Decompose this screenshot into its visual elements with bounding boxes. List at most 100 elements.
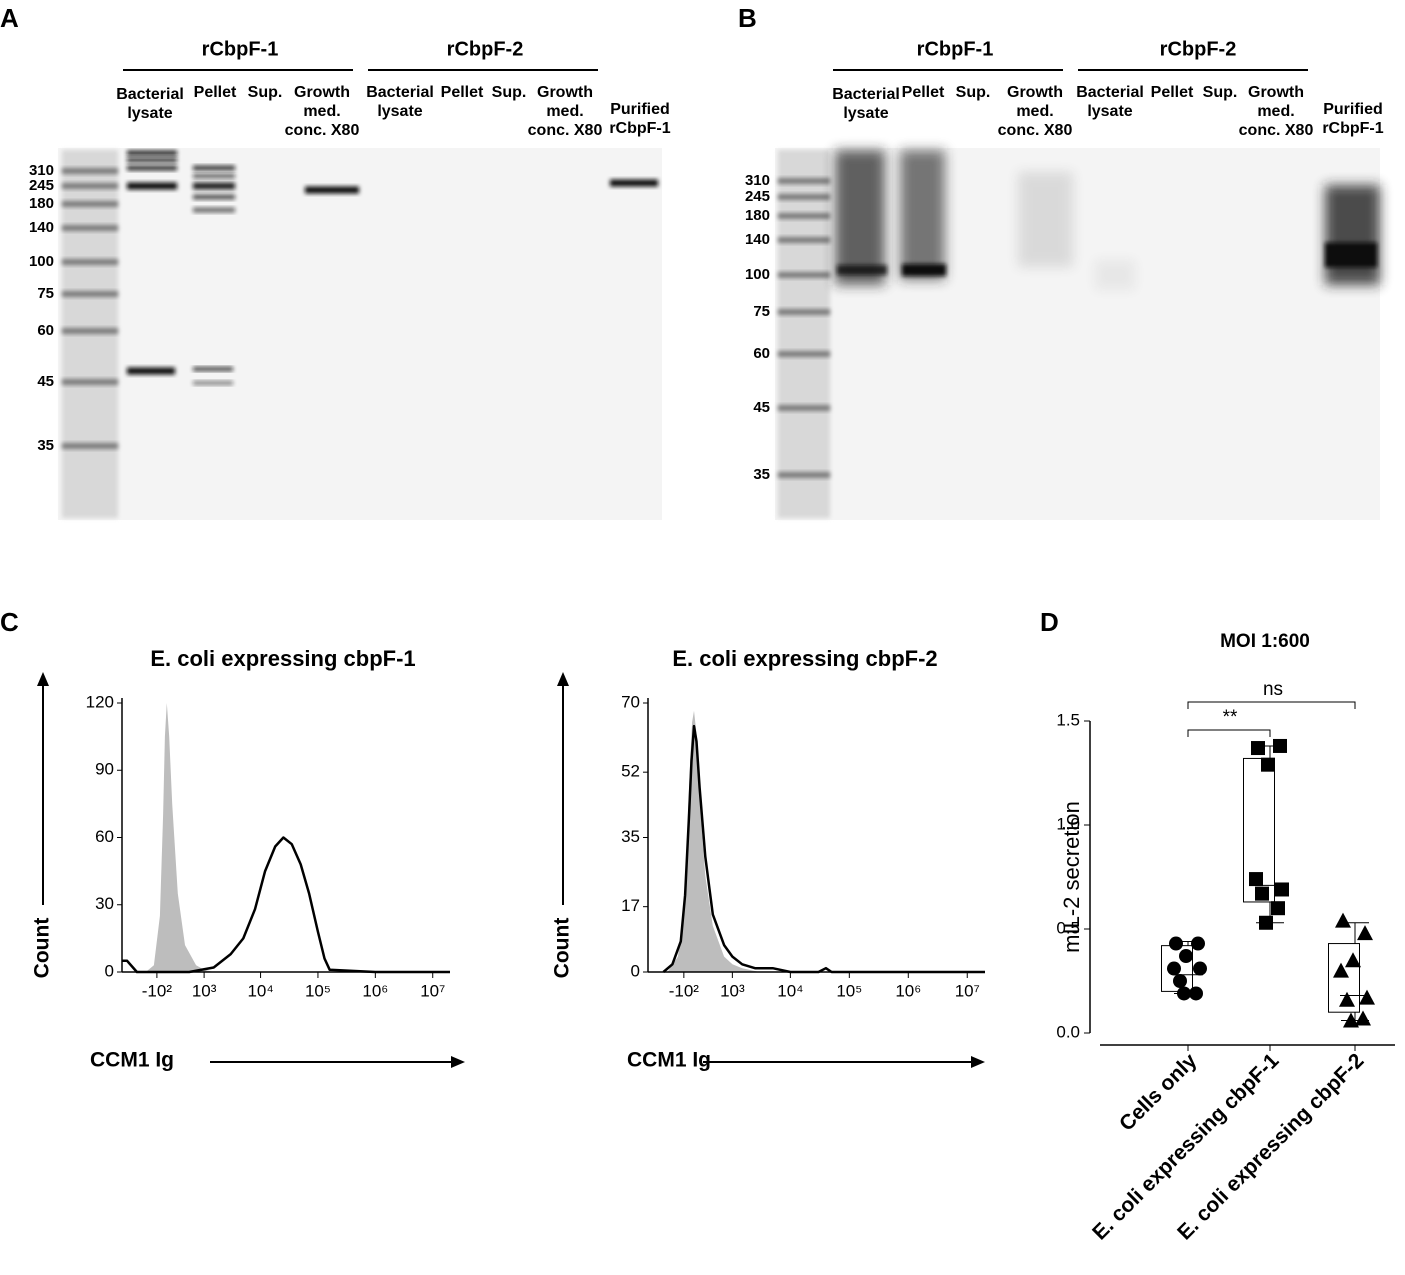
x-tick-label: E. coli expressing cbpF-2 <box>1173 1049 1368 1244</box>
panel-label: B <box>738 3 757 33</box>
ladder-band <box>62 168 118 174</box>
lane-label: Bacterial <box>832 86 900 103</box>
band <box>193 194 235 200</box>
point <box>1169 936 1183 951</box>
point <box>1355 1010 1371 1026</box>
band <box>127 150 177 156</box>
x-tick-label: 10⁵ <box>305 981 331 1000</box>
panel-label: C <box>0 607 19 637</box>
marker-label: 310 <box>745 172 770 189</box>
histogram-area <box>145 703 214 972</box>
arrow-head <box>971 1056 985 1068</box>
group-label: rCbpF-1 <box>917 38 994 60</box>
lane-label: Pellet <box>441 84 484 101</box>
significance-label: ** <box>1223 707 1238 728</box>
chart-title: E. coli expressing cbpF-2 <box>672 646 937 671</box>
x-tick-label: 10⁴ <box>247 981 273 1000</box>
x-tick-label: 10³ <box>192 981 217 1000</box>
y-tick-label: 0.0 <box>1056 1022 1080 1041</box>
x-tick-label: -10² <box>669 981 700 1000</box>
point <box>1271 901 1285 916</box>
gel <box>58 148 662 520</box>
chart-title: MOI 1:600 <box>1220 631 1310 652</box>
lane-label: lysate <box>843 105 888 122</box>
x-tick-label: 10⁵ <box>836 981 862 1000</box>
lane-label: med. <box>546 103 583 120</box>
marker-label: 180 <box>29 195 54 212</box>
y-tick-label: 0 <box>105 961 114 980</box>
histogram-line <box>662 724 985 974</box>
lane-label: Sup. <box>1203 84 1238 101</box>
panel-label: D <box>1040 607 1059 637</box>
y-tick-label: 70 <box>621 692 640 711</box>
smear <box>1095 260 1135 290</box>
point <box>1179 949 1193 964</box>
x-axis-label: CCM1 Ig <box>627 1049 711 1072</box>
ladder-band <box>62 443 118 449</box>
band <box>127 182 177 190</box>
lane-label: Pellet <box>902 84 945 101</box>
x-tick-label: Cells only <box>1115 1049 1202 1136</box>
significance-label: ns <box>1263 679 1283 700</box>
ladder-band <box>778 272 830 278</box>
ladder-band <box>62 225 118 231</box>
point <box>1251 741 1265 756</box>
ladder-band <box>62 291 118 297</box>
lane-label: med. <box>1016 103 1053 120</box>
point <box>1259 915 1273 930</box>
lane-label: Sup. <box>956 84 991 101</box>
ladder-band <box>62 379 118 385</box>
lane-label: Pellet <box>194 84 237 101</box>
marker-label: 35 <box>753 466 770 483</box>
point <box>1177 986 1191 1001</box>
lane-label: Growth <box>537 84 593 101</box>
y-tick-label: 52 <box>621 762 640 781</box>
y-tick-label: 1.5 <box>1056 710 1080 729</box>
ladder-band <box>778 237 830 243</box>
band <box>902 264 946 276</box>
x-tick-label: 10⁷ <box>955 981 980 1000</box>
marker-label: 140 <box>29 219 54 236</box>
band <box>837 265 887 275</box>
marker-label: 245 <box>29 177 54 194</box>
point <box>1191 936 1205 951</box>
lane-label: Sup. <box>248 84 283 101</box>
ladder-band <box>778 178 830 184</box>
lane-label: Sup. <box>492 84 527 101</box>
ladder-band <box>62 259 118 265</box>
lane-label: conc. X80 <box>998 122 1073 139</box>
lane-label: Growth <box>1248 84 1304 101</box>
marker-label: 310 <box>29 162 54 179</box>
marker-label: 35 <box>37 437 54 454</box>
group-label: rCbpF-2 <box>1160 38 1237 60</box>
x-axis-label: CCM1 Ig <box>90 1049 174 1072</box>
marker-label: 45 <box>753 399 770 416</box>
band <box>193 182 235 190</box>
point <box>1359 989 1375 1005</box>
band <box>127 367 175 375</box>
ladder-lane <box>778 150 830 518</box>
x-tick-label: 10⁷ <box>420 981 445 1000</box>
y-tick-label: 17 <box>621 896 640 915</box>
arrow-head <box>451 1056 465 1068</box>
chart-title: E. coli expressing cbpF-1 <box>150 646 415 671</box>
point <box>1357 925 1373 941</box>
lane-label: lysate <box>1087 103 1132 120</box>
smear <box>900 150 945 280</box>
smear <box>1325 185 1380 285</box>
band <box>193 381 233 385</box>
lane-label: Purified <box>1323 101 1383 118</box>
y-tick-label: 30 <box>95 894 114 913</box>
x-tick-label: 10⁶ <box>895 981 921 1000</box>
x-tick-label: -10² <box>142 981 173 1000</box>
point <box>1173 974 1187 988</box>
arrow-head <box>557 672 569 686</box>
smear <box>835 150 885 285</box>
marker-label: 60 <box>37 322 54 339</box>
smear <box>1018 172 1073 267</box>
arrow-head <box>37 672 49 686</box>
x-tick-label: 10³ <box>720 981 745 1000</box>
point <box>1335 912 1351 928</box>
group-label: rCbpF-2 <box>447 38 524 60</box>
band <box>305 186 359 194</box>
